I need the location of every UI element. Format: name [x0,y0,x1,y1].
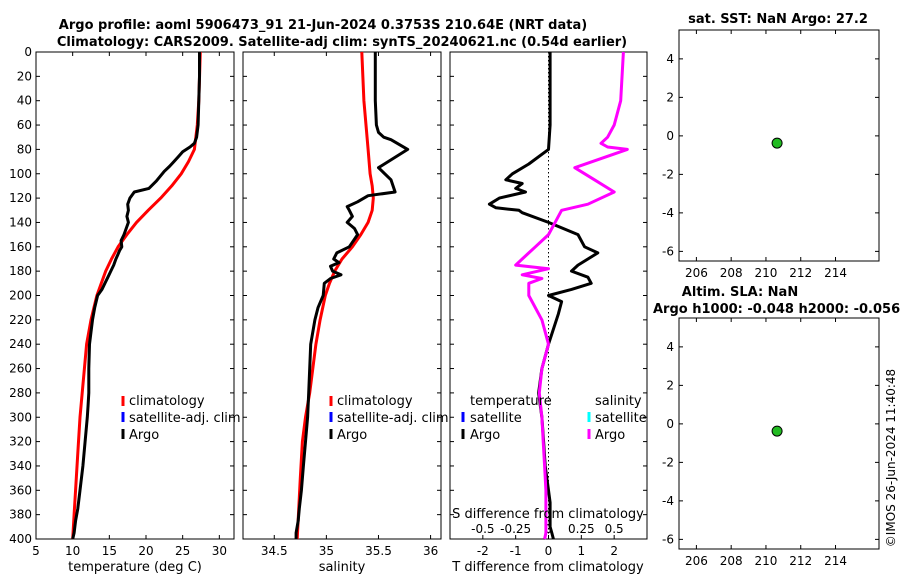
depth-tick-label: 280 [9,386,32,400]
legend-climatology-label: climatology [129,394,205,409]
lon-tick-label: 208 [720,554,743,568]
depth-tick-label: 400 [9,532,32,546]
depth-tick-label: 80 [17,142,32,156]
temperature-xlabel: temperature (deg C) [68,560,202,575]
lon-tick-label: 214 [824,266,847,280]
temperature-tick-label: 25 [175,544,190,558]
sal-diff-tick-label: 0 [545,522,553,536]
lat-tick-label: -2 [662,167,674,181]
difference-series-salinity-argo [514,51,629,540]
temp-diff-tick-label: -1 [510,544,522,558]
legend-sal-satellite-label: satellite [595,411,647,426]
lat-tick-label: -6 [662,244,674,258]
temperature-tick-label: 5 [32,544,40,558]
figure-title-line2: Climatology: CARS2009. Satellite-adj cli… [57,35,627,50]
salinity-legend: climatology satellite-adj. clim Argo [329,394,449,443]
temp-diff-tick-label: 0 [545,544,553,558]
legend-sal-argo-label: Argo [595,428,625,443]
lon-tick-label: 208 [720,266,743,280]
temperature-tick-label: 15 [102,544,117,558]
depth-tick-label: 340 [9,459,32,473]
depth-tick-label: 200 [9,289,32,303]
difference-legend: temperature satellite Argo salinity sate… [461,394,647,443]
lat-tick-label: 2 [666,378,674,392]
legend-temp-satellite-label: satellite [470,411,522,426]
sst-panel-title: sat. SST: NaN Argo: 27.2 [688,12,868,27]
depth-tick-label: 140 [9,215,32,229]
lat-tick-label: 0 [666,417,674,431]
depth-tick-label: 260 [9,362,32,376]
depth-tick-label: 360 [9,483,32,497]
depth-tick-label: 100 [9,167,32,181]
temp-diff-tick-label: -2 [477,544,489,558]
lon-tick-label: 212 [789,554,812,568]
temperature-axes [35,51,235,540]
temperature-tick-label: 30 [212,544,227,558]
legend-climatology-label: climatology [337,394,413,409]
temperature-series-argo [71,52,201,540]
sal-diff-tick-label: 0.5 [605,522,624,536]
argo-position-marker [771,425,783,437]
temperature-series-climatology [71,51,202,540]
temp-diff-tick-label: 2 [610,544,618,558]
sal-diff-tick-label: -0.5 [471,522,494,536]
depth-tick-label: 240 [9,337,32,351]
lon-tick-label: 210 [755,266,778,280]
difference-xlabel: T difference from climatology [451,560,644,575]
timestamp: ©IMOS 26-Jun-2024 11:40:48 [884,369,898,547]
lat-tick-label: -6 [662,532,674,546]
depth-tick-label: 20 [17,69,32,83]
depth-tick-label: 120 [9,191,32,205]
salinity-tick-label: 35.5 [365,544,392,558]
lat-tick-label: -4 [662,494,674,508]
temperature-tick-label: 20 [138,544,153,558]
legend-argo-label: Argo [337,428,367,443]
lat-tick-label: 4 [666,52,674,66]
salinity-tick-label: 35 [319,544,334,558]
temp-diff-tick-label: 1 [578,544,586,558]
difference-top-label: S difference from climatology [452,507,644,522]
salinity-series-argo [294,52,410,539]
lat-tick-label: 4 [666,340,674,354]
temperature-tick-label: 10 [65,544,80,558]
lon-tick-label: 212 [789,266,812,280]
depth-tick-label: 160 [9,240,32,254]
depth-tick-label: 320 [9,435,32,449]
sal-diff-tick-label: -0.25 [500,522,531,536]
legend-satellite-label: satellite-adj. clim [337,411,449,426]
salinity-tick-label: 34.5 [261,544,288,558]
salinity-xlabel: salinity [319,560,366,575]
legend-temperature-heading: temperature [470,394,552,409]
lat-tick-label: -2 [662,455,674,469]
lat-tick-label: -4 [662,206,674,220]
depth-tick-label: 60 [17,118,32,132]
lat-tick-label: 0 [666,129,674,143]
lat-tick-label: 2 [666,90,674,104]
legend-temp-argo-label: Argo [470,428,500,443]
depth-tick-label: 40 [17,94,32,108]
depth-tick-label: 380 [9,508,32,522]
temperature-legend: climatology satellite-adj. clim Argo [121,394,241,443]
depth-tick-label: 300 [9,410,32,424]
sal-diff-tick-label: 0.25 [568,522,595,536]
lon-tick-label: 210 [755,554,778,568]
argo-position-marker [771,137,783,149]
legend-argo-label: Argo [129,428,159,443]
salinity-axes [242,51,442,540]
depth-tick-label: 0 [24,45,32,59]
salinity-tick-label: 36 [423,544,438,558]
legend-satellite-label: satellite-adj. clim [129,411,241,426]
lon-tick-label: 206 [685,266,708,280]
lon-tick-label: 206 [685,554,708,568]
depth-tick-label: 180 [9,264,32,278]
figure-title-line1: Argo profile: aoml 5906473_91 21-Jun-202… [59,18,587,33]
legend-salinity-heading: salinity [595,394,642,409]
lon-tick-label: 214 [824,554,847,568]
depth-tick-label: 220 [9,313,32,327]
sla-panel-title-line1: Altim. SLA: NaN [682,285,798,300]
sla-panel-title-line2: Argo h1000: -0.048 h2000: -0.056 [653,302,900,317]
